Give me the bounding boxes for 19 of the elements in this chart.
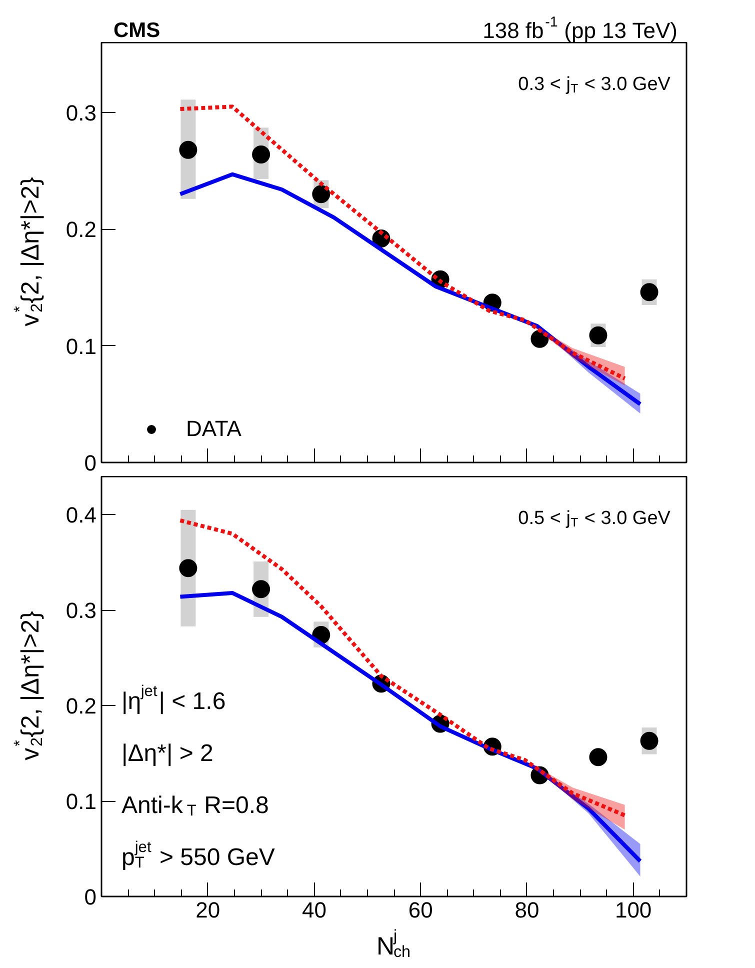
- y-tick-label: 0: [84, 450, 97, 476]
- legend-label: DATA: [186, 416, 242, 442]
- annotation: |Δη*| > 2: [122, 740, 214, 767]
- y-tick-label: 0.4: [66, 502, 97, 528]
- chart-title: CMS: [114, 19, 160, 42]
- x-tick-label: 60: [408, 898, 433, 922]
- x-tick-label: 20: [196, 898, 220, 922]
- y-tick-label: 0: [84, 884, 97, 910]
- y-tick-label: 0.1: [66, 334, 97, 359]
- y-tick-label: 0.2: [66, 217, 97, 242]
- y-tick-label: 0.2: [66, 694, 97, 719]
- y-axis-title: v*2{2, |Δη*|>2}: [11, 611, 46, 760]
- x-tick-label: 80: [514, 898, 540, 922]
- x-tick-label: 40: [302, 898, 326, 922]
- y-axis-title: v*2{2, |Δη*|>2}: [11, 177, 46, 326]
- y-tick-label: 0.1: [66, 789, 97, 814]
- y-tick-label: 0.3: [66, 100, 97, 126]
- y-tick-label: 0.3: [66, 598, 97, 624]
- x-tick-label: 100: [614, 898, 652, 922]
